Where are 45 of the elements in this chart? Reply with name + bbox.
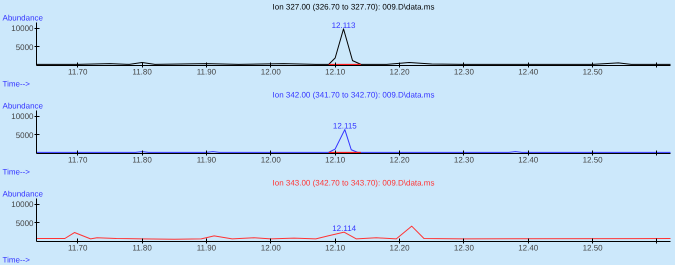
x-tick-label: 12.10 bbox=[325, 244, 346, 252]
x-tick-label: 12.10 bbox=[325, 68, 346, 76]
x-tick-label: 11.70 bbox=[68, 156, 88, 164]
x-tick-label: 11.80 bbox=[132, 68, 152, 76]
chart-title: Ion 343.00 (342.70 to 343.70): 009.D\data.ms bbox=[272, 178, 434, 188]
x-tick-label: 12.20 bbox=[390, 244, 410, 252]
y-tick-label: 5000 bbox=[16, 218, 34, 228]
x-axis-title: Time--> bbox=[2, 256, 30, 264]
x-tick-label: 12.00 bbox=[260, 156, 282, 164]
x-tick-label: 12.30 bbox=[454, 68, 474, 76]
y-tick-label: 10000 bbox=[11, 200, 34, 210]
x-tick-label: 11.90 bbox=[196, 244, 217, 252]
annotation: 12.115 bbox=[332, 122, 358, 131]
annotation: 12.113 bbox=[332, 20, 356, 30]
y-tick-label: 10000 bbox=[11, 112, 34, 122]
x-tick-label: 12.30 bbox=[454, 244, 474, 252]
x-tick-label: 11.80 bbox=[132, 156, 152, 164]
y-tick-label: 10000 bbox=[11, 24, 34, 34]
x-tick-label: 12.10 bbox=[325, 156, 346, 164]
y-axis-title: Abundance bbox=[2, 14, 44, 22]
x-tick-label: 11.70 bbox=[68, 68, 88, 76]
annotation: 12.114 bbox=[332, 224, 357, 234]
x-tick-label: 12.50 bbox=[582, 244, 604, 252]
x-tick-label: 12.50 bbox=[582, 156, 604, 164]
x-axis-title: Time--> bbox=[2, 80, 30, 88]
y-tick-label: 5000 bbox=[16, 42, 34, 52]
x-tick-label: 12.00 bbox=[260, 244, 282, 252]
x-tick-label: 12.30 bbox=[454, 156, 474, 164]
x-tick-label: 11.80 bbox=[132, 244, 152, 252]
x-tick-label: 12.20 bbox=[390, 156, 410, 164]
x-tick-label: 12.40 bbox=[518, 156, 539, 164]
y-axis-title: Abundance bbox=[2, 190, 44, 198]
x-tick-label: 12.40 bbox=[518, 68, 539, 76]
y-tick-label: 5000 bbox=[16, 130, 34, 140]
x-tick-label: 11.90 bbox=[196, 156, 217, 164]
x-tick-label: 12.50 bbox=[582, 68, 604, 76]
x-axis-title: Time--> bbox=[2, 168, 30, 176]
chart-title: Ion 342.00 (341.70 to 342.70): 009.D\data.ms bbox=[272, 90, 434, 100]
y-axis-title: Abundance bbox=[2, 102, 44, 110]
chart-title: Ion 327.00 (326.70 to 327.70): 009.D\data.ms bbox=[272, 2, 434, 12]
x-tick-label: 12.40 bbox=[518, 244, 539, 252]
x-tick-label: 11.90 bbox=[196, 68, 217, 76]
x-tick-label: 12.20 bbox=[390, 68, 410, 76]
x-tick-label: 12.00 bbox=[260, 68, 282, 76]
x-tick-label: 11.70 bbox=[68, 244, 88, 252]
